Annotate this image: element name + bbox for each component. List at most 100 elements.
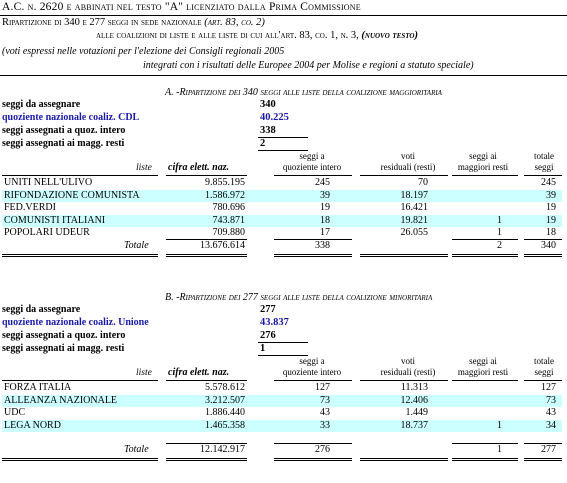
section_a-total-rule-4 [452, 254, 518, 255]
section_a-label-quoziente: quoziente nazionale coaliz. CDL [2, 112, 140, 123]
section_a-row-totale: 19 [546, 202, 556, 214]
section_b-total-rule-3 [360, 458, 448, 460]
section_a-row-totale: 19 [546, 214, 556, 226]
section_b-col-seggi-quoz: seggi a quoziente intero [282, 356, 342, 377]
section_b-row-totale: 43 [546, 407, 556, 419]
section_b-total-rule-2 [274, 458, 352, 460]
section_a-col-seggi-resti: seggi ai maggiori resti [457, 151, 509, 172]
doc-header-line2-ref: (art. 83, co. 2) [204, 17, 265, 28]
section_a-row-quoz: 39 [320, 189, 330, 201]
section_a-header-rule-4 [452, 175, 518, 176]
section_a-header-rule-3 [360, 175, 448, 176]
section_a-row-quoz: 17 [320, 227, 330, 239]
section_a-row-totale: 39 [546, 189, 556, 201]
section_b-header-rule-4 [452, 380, 518, 381]
section_b-row-name: FORZA ITALIA [4, 382, 72, 393]
section_a-row-cifra: 780.696 [212, 202, 246, 214]
section_b-row-cifra: 5.578.612 [205, 382, 245, 393]
section_a-col-seggi-quoz: seggi a quoziente intero [282, 151, 342, 172]
section_a-value-rule-2 [258, 150, 308, 151]
section_a-pre-total-rule-0 [166, 239, 247, 240]
section_a-col-voti: voti residuali (resti) [380, 151, 436, 172]
section_b-row-highlight [2, 419, 562, 432]
section_a-header-rule-0 [2, 175, 158, 176]
section_a-row-name: POPOLARI UDEUR [4, 227, 90, 239]
section_b-total-rule-4 [452, 458, 518, 460]
doc-header-line3-ref: (nuovo testo) [361, 30, 418, 41]
section_b-value-seggi-resti: 1 [260, 343, 266, 354]
section_b-total-rule-5 [524, 458, 562, 460]
section_a-row-highlight [2, 189, 562, 202]
section_b-label-quoziente: quoziente nazionale coaliz. Unione [2, 317, 149, 328]
section_a-value-rule [258, 137, 308, 138]
section_a-row-totale: 18 [546, 227, 556, 239]
section_b-row-name: LEGA NORD [4, 419, 61, 431]
note-rule [0, 75, 567, 76]
section_a-row-cifra: 9.855.195 [205, 177, 245, 188]
section_a-title: A. -Ripartizione dei 340 seggi alle list… [165, 87, 442, 98]
section_a-total-rule2-2 [274, 256, 352, 257]
section_b-row-totale: 73 [546, 394, 556, 406]
section_b-col-voti: voti residuali (resti) [380, 356, 436, 377]
section_b-row-name: ALLEANZA NAZIONALE [4, 394, 118, 406]
doc-note-line1: (voti espressi nelle votazioni per l'ele… [2, 46, 285, 57]
section_b-value-seggi-intero: 276 [260, 330, 276, 341]
section_b-row-resti: 1 [497, 419, 502, 431]
section_b-pre-total-rule-2 [452, 443, 518, 445]
section_a-total-rule-3 [360, 254, 448, 255]
section_a-row-cifra: 709.880 [212, 227, 246, 239]
section_a-total-rule-1 [166, 254, 247, 255]
section_b-col-totale: totale seggi [534, 356, 554, 377]
section_b-total-rule2-5 [524, 460, 562, 462]
section_b-header-rule-0 [2, 380, 158, 381]
section_b-value-rule-2 [258, 355, 308, 356]
section_a-total-rule2-4 [452, 256, 518, 257]
section_b-total-totale: 277 [541, 444, 556, 456]
section_a-label-seggi-resti: seggi assegnati ai magg. resti [2, 138, 125, 149]
section_b-total-resti: 1 [497, 444, 502, 456]
section_b-total-rule2-3 [360, 460, 448, 462]
section_b-col-liste: liste [136, 368, 152, 378]
section_a-row-resti: 1 [497, 227, 502, 239]
section_b-col-cifra: cifra elett. naz. [168, 367, 230, 378]
section_a-col-cifra: cifra elett. naz. [168, 162, 230, 173]
section_a-row-voti: 26.055 [400, 227, 429, 239]
section_b-header-rule-1 [166, 380, 247, 381]
section_b-row-quoz: 43 [320, 407, 330, 419]
section_a-value-seggi-resti: 2 [260, 138, 266, 149]
section_b-row-cifra: 1.886.440 [205, 407, 245, 419]
section_b-pre-total-rule-3 [524, 443, 562, 445]
section_a-row-cifra: 743.871 [212, 214, 246, 226]
section_b-row-voti: 12.406 [400, 394, 429, 406]
header-rule [0, 15, 567, 16]
section_a-row-name: UNITI NELL'ULIVO [4, 177, 93, 188]
section_b-value-quoziente: 43.837 [260, 317, 289, 328]
section_a-row-cifra: 1.586.972 [205, 189, 245, 201]
section_b-header-rule-2 [274, 380, 352, 381]
section_b-row-quoz: 33 [320, 419, 330, 431]
section_a-row-quoz: 19 [320, 202, 330, 214]
section_b-row-name: UDC [4, 407, 26, 419]
doc-header-line2: Ripartizione di 340 e 277 seggi in sede … [2, 17, 265, 28]
section_b-header-rule-5 [524, 380, 562, 381]
section_a-row-name: FED.VERDI [4, 202, 56, 214]
section_a-pre-total-rule-2 [452, 239, 518, 240]
section_b-value-rule [258, 342, 308, 343]
section_a-total-resti: 2 [497, 240, 502, 251]
section_a-row-name: COMUNISTI ITALIANI [4, 214, 106, 226]
section_b-row-voti: 18.737 [400, 419, 429, 431]
section_a-header-rule-2 [274, 175, 352, 176]
section_b-row-quoz: 73 [320, 394, 330, 406]
section_b-row-highlight [2, 394, 562, 407]
section_a-pre-total-rule-1 [274, 239, 352, 240]
section_b-row-quoz: 127 [315, 382, 330, 393]
section_a-total-cifra: 13.676.614 [200, 240, 245, 251]
section_a-row-voti: 16.421 [400, 202, 429, 214]
section_a-pre-total-rule-3 [524, 239, 562, 240]
section_b-total-rule2-0 [2, 460, 158, 462]
section_b-pre-total-rule-1 [274, 443, 352, 445]
section_b-total-cifra: 12.142.917 [200, 444, 245, 456]
section_b-label-seggi-da-assegnare: seggi da assegnare [2, 304, 81, 315]
section_a-row-resti: 1 [497, 214, 502, 226]
section_b-col-seggi-resti: seggi ai maggiori resti [457, 356, 509, 377]
